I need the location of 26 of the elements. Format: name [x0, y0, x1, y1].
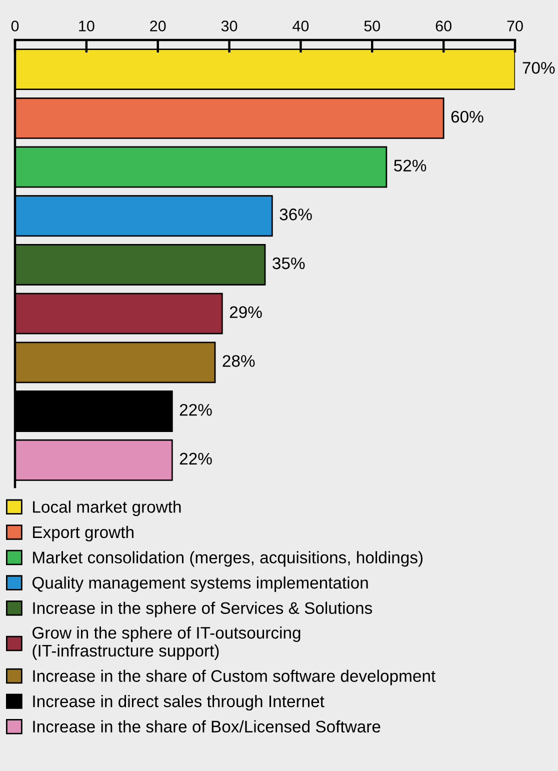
data-label: 29% [230, 306, 262, 318]
legend-label: Local market growth [33, 500, 181, 516]
legend-label: Increase in the share of Box/Licensed Software [33, 720, 380, 733]
legend-label: Grow in the sphere of IT-outsourcing (IT-infrastructure support) [32, 626, 300, 660]
legend-label: Quality management systems implementation [32, 576, 368, 592]
x-tick-label: 60 [436, 20, 452, 32]
data-label: 52% [394, 160, 426, 172]
legend-label: Increase in direct sales through Internet [33, 694, 324, 711]
data-label: 35% [272, 257, 305, 270]
x-tick-label: 30 [221, 20, 238, 32]
x-tick-label: 10 [79, 20, 94, 32]
data-label: 36% [280, 208, 312, 220]
x-tick-label: 40 [292, 20, 309, 32]
legend-label: Increase in the sphere of Services & Solutions [33, 602, 372, 618]
data-label: 22% [180, 404, 212, 416]
data-label: 28% [222, 355, 255, 367]
x-tick-label: 0 [11, 20, 19, 32]
x-tick-label: 20 [150, 20, 166, 32]
data-label: 22% [180, 452, 212, 465]
x-tick-label: 50 [364, 20, 380, 32]
x-tick-label: 70 [507, 20, 523, 32]
legend-label: Export growth [33, 526, 134, 542]
legend-label: Market consolidation (merges, acquisitions, holdings) [33, 551, 423, 567]
data-label: 70% [522, 62, 555, 74]
legend-label: Increase in the share of Custom software development [33, 670, 436, 686]
data-label: 60% [451, 110, 484, 123]
